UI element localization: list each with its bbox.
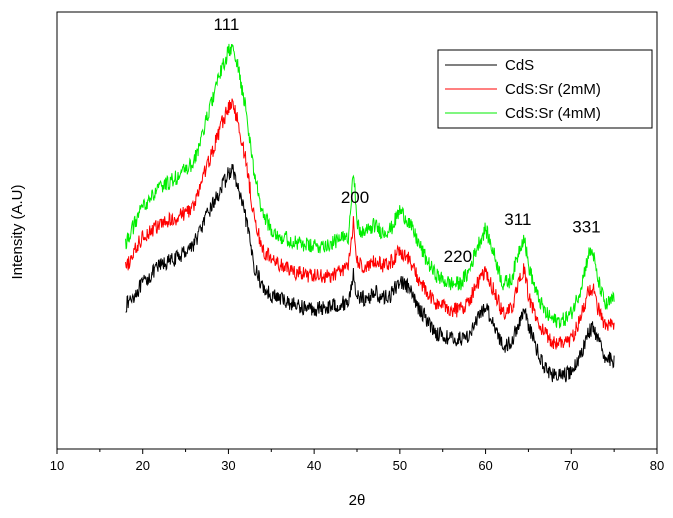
x-ticks: 10 20 30 40 50 60 70 80 (50, 449, 664, 473)
peak-label-311: 311 (504, 210, 531, 229)
series-line-cds-sr-4mm (125, 43, 615, 329)
x-tick-label: 80 (650, 458, 664, 473)
legend: CdS CdS:Sr (2mM) CdS:Sr (4mM) (437, 49, 653, 129)
peak-label-220: 220 (444, 247, 472, 266)
x-tick-label: 40 (307, 458, 321, 473)
peak-label-200: 200 (341, 188, 369, 207)
legend-label-cds-sr-4mm: CdS:Sr (4mM) (505, 105, 601, 122)
legend-label-cds: CdS (505, 57, 534, 74)
y-axis-title: Intensity (A.U) (9, 184, 26, 279)
x-tick-label: 10 (50, 458, 64, 473)
series-line-cds-sr-2mm (125, 98, 615, 350)
x-tick-label: 20 (135, 458, 149, 473)
series-line-cds (125, 163, 615, 383)
x-tick-label: 60 (478, 458, 492, 473)
x-tick-label: 30 (221, 458, 235, 473)
x-tick-label: 70 (564, 458, 578, 473)
legend-label-cds-sr-2mm: CdS:Sr (2mM) (505, 81, 601, 98)
x-tick-label: 50 (393, 458, 407, 473)
series-lines (125, 43, 615, 383)
peak-annotations: 111 200 220 311 331 (214, 15, 601, 266)
peak-label-331: 331 (572, 217, 600, 236)
x-axis-title: 2θ (349, 492, 366, 509)
peak-label-111: 111 (214, 15, 240, 34)
